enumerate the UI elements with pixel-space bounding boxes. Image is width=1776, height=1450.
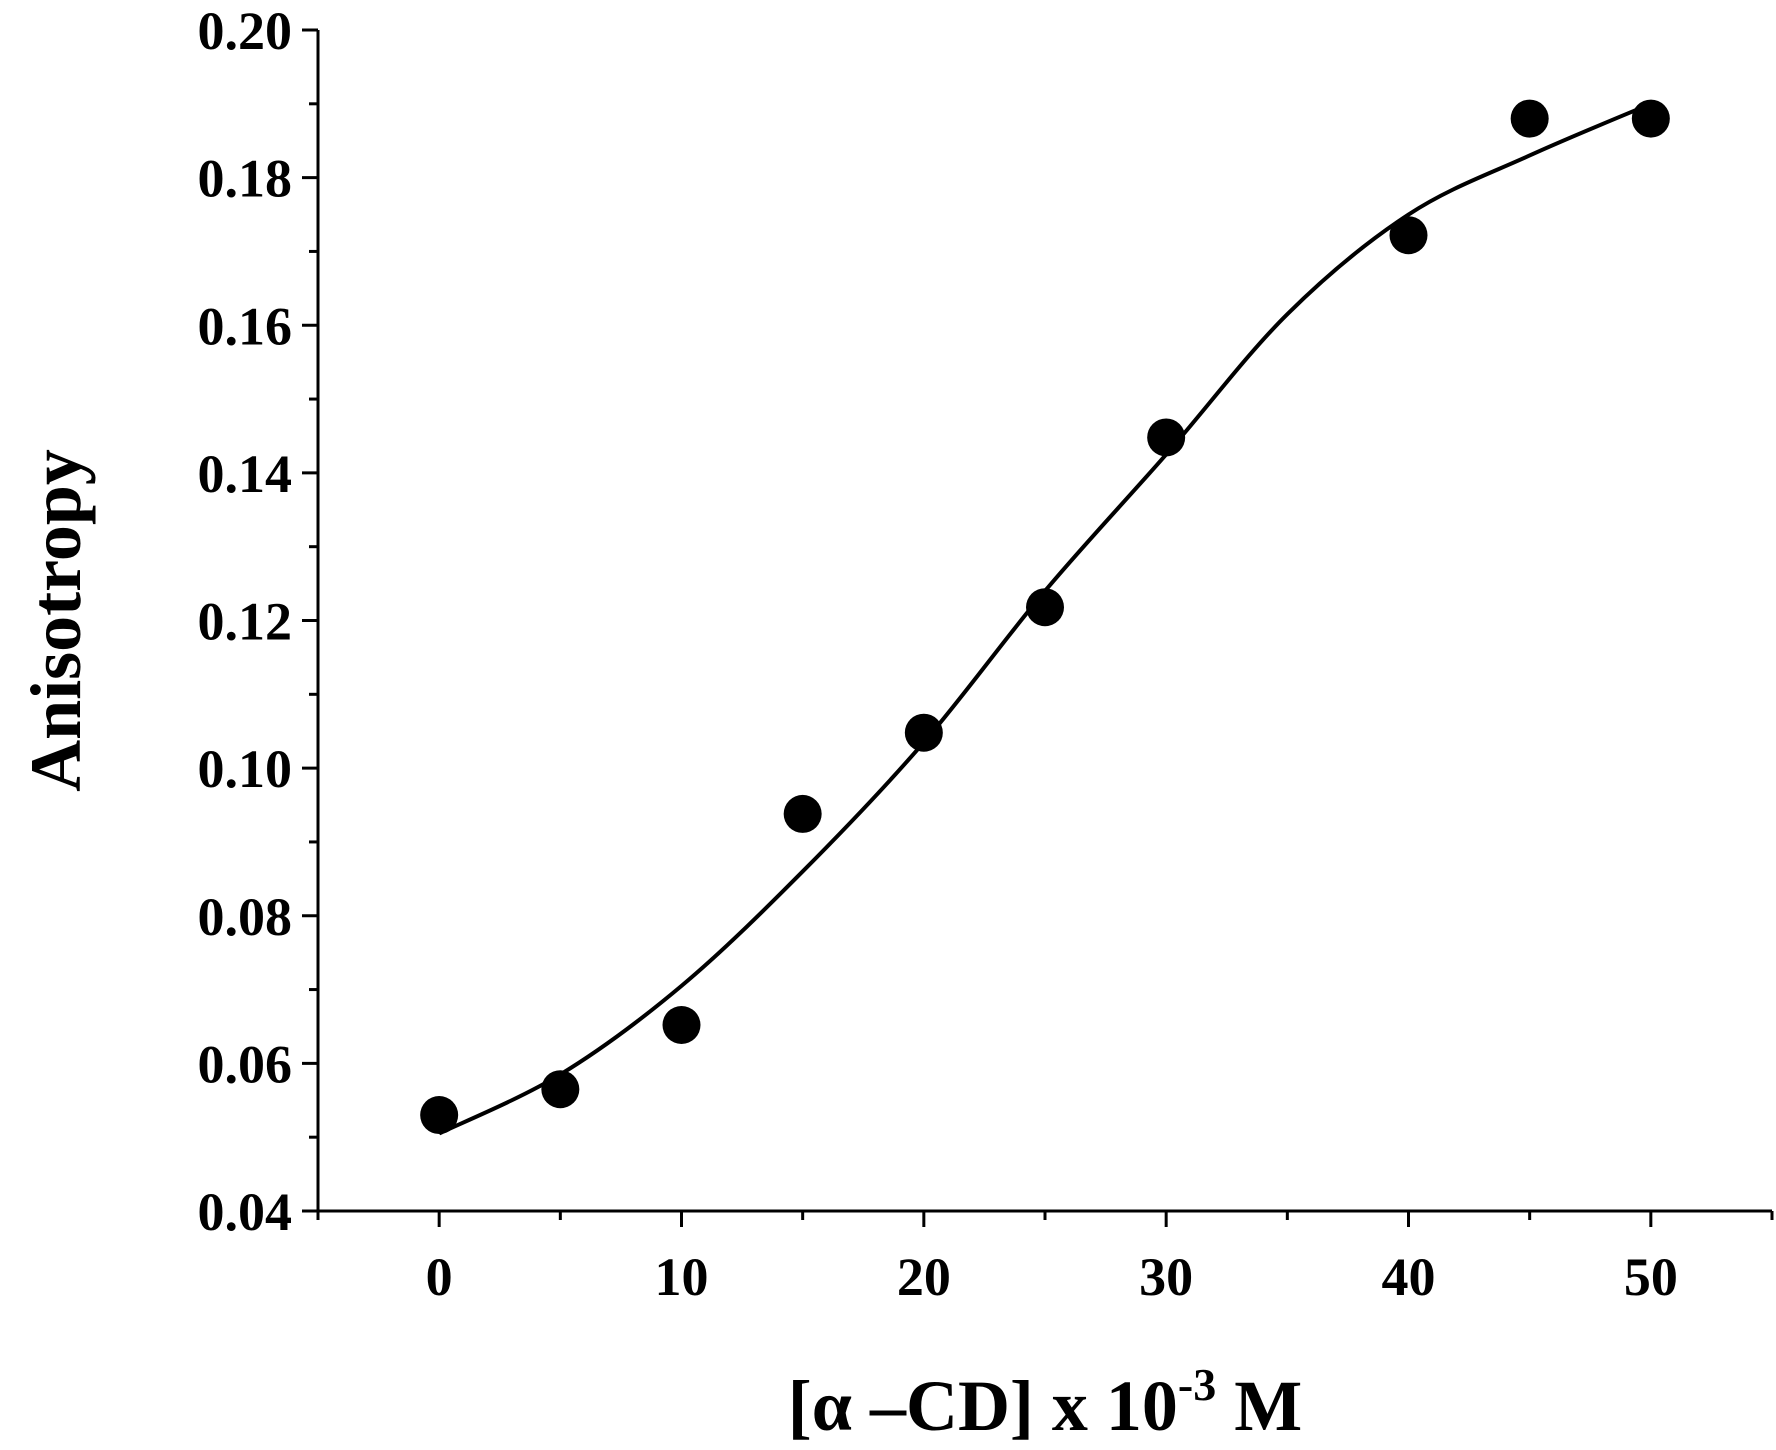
y-tick-label: 0.06 (198, 1034, 293, 1094)
y-tick-label: 0.18 (198, 149, 293, 209)
x-axis-ticks: 0 10 20 30 40 50 (316, 1211, 1774, 1307)
x-tick-label: 0 (426, 1247, 453, 1307)
data-point (1147, 418, 1186, 457)
data-point (1389, 216, 1428, 255)
data-point (1026, 588, 1064, 627)
x-tick-label: 20 (897, 1247, 951, 1307)
x-tick-label: 30 (1139, 1247, 1193, 1307)
y-tick-label: 0.08 (198, 887, 293, 947)
y-tick-label: 0.20 (198, 1, 293, 61)
data-points (420, 99, 1670, 1135)
y-axis-label: Anisotropy (16, 449, 96, 792)
data-point (904, 713, 943, 752)
y-tick-label: 0.16 (198, 296, 293, 356)
y-tick-label: 0.04 (198, 1182, 293, 1242)
data-point (1510, 99, 1549, 138)
x-axis-label: [α –CD] x 10-3 M (788, 1359, 1302, 1446)
x-axis-label-unit: M (1216, 1366, 1302, 1446)
x-axis-label-main: [α –CD] x 10 (788, 1366, 1178, 1446)
data-point (541, 1070, 580, 1109)
x-axis-label-exponent: -3 (1178, 1359, 1216, 1410)
y-axis-ticks: 0.04 0.06 0.08 0.10 0.12 0.14 0.16 0.18 0.20 (198, 1, 318, 1242)
x-tick-label: 10 (655, 1247, 709, 1307)
data-point (1631, 99, 1670, 138)
y-tick-label: 0.12 (198, 592, 293, 652)
data-point (662, 1005, 701, 1044)
x-tick-label: 40 (1382, 1247, 1436, 1307)
data-point (783, 794, 822, 833)
data-point (420, 1096, 459, 1135)
y-tick-label: 0.14 (198, 444, 293, 504)
y-tick-label: 0.10 (198, 739, 293, 799)
x-tick-label: 50 (1624, 1247, 1678, 1307)
